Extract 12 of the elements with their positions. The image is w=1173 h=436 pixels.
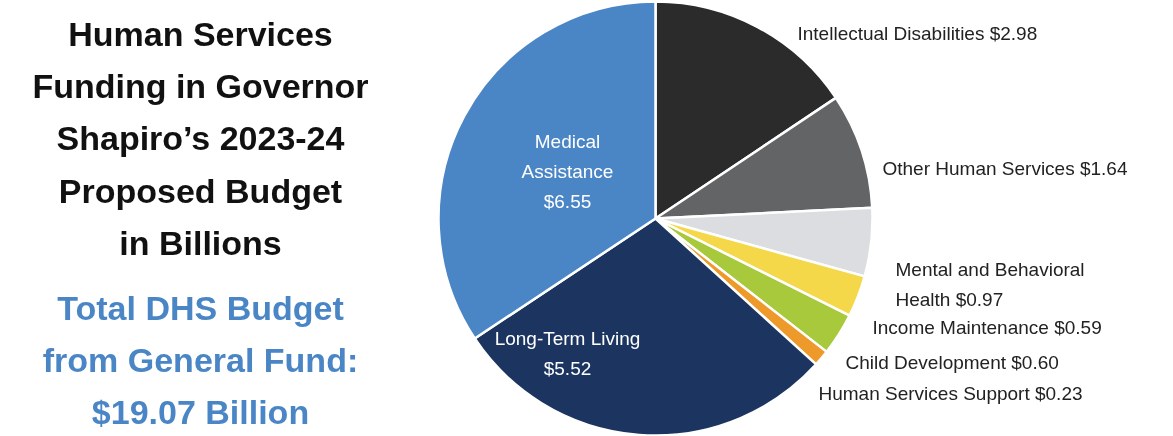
slice-label: Other Human Services $1.64	[882, 158, 1128, 179]
data-label: $6.55	[543, 191, 592, 213]
slice-label: Medical Assistance	[521, 130, 614, 182]
slice-label: Child Development $0.60	[845, 352, 1059, 373]
slice-label: Human Services Support $0.23	[818, 383, 1083, 404]
slice-label: Income Maintenance $0.59	[872, 317, 1102, 338]
text: Total DHS Budget from General Fund: $19.07 Billion	[42, 288, 359, 432]
text: Human Services Funding in Governor Shapiro’s 2023-24 Proposed Budget in Billions	[32, 14, 369, 263]
slice-label: Intellectual Disabilities $2.98	[797, 23, 1038, 44]
data-label: $5.52	[543, 357, 592, 379]
slice-label: Long-Term Living	[494, 327, 641, 349]
slice-label: Mental and Behavioral Health $0.97	[895, 258, 1085, 310]
